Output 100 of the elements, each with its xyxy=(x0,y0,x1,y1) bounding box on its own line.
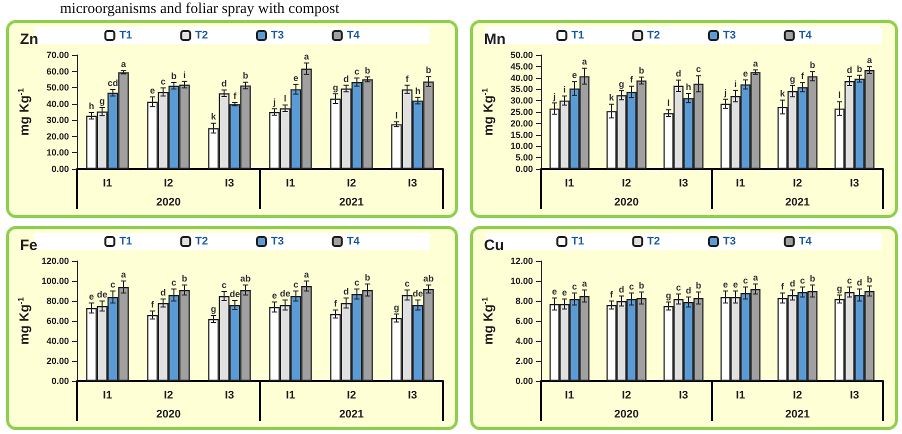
y-tick-label: 20.00 xyxy=(510,118,533,128)
data-label: c xyxy=(222,280,227,290)
y-axis-title: mg Kg-1 xyxy=(16,296,32,345)
x-tick-label: I2 xyxy=(346,390,356,402)
y-tick-label: 100.00 xyxy=(41,276,69,286)
data-label: j xyxy=(272,97,276,108)
x-tick-label: I3 xyxy=(224,390,234,402)
data-label: de xyxy=(412,288,424,298)
data-label: a xyxy=(121,59,128,70)
data-label: a xyxy=(752,272,759,282)
legend-label: T1 xyxy=(571,30,584,42)
x-tick-label: I1 xyxy=(736,178,746,190)
y-tick-label: 12.00 xyxy=(510,256,533,266)
y-tick-label: 35.00 xyxy=(510,84,533,94)
y-tick-label: 6.00 xyxy=(515,316,533,326)
chart-subtitle: microorganisms and foliar spray with compost xyxy=(60,0,340,18)
data-label: b xyxy=(426,65,432,76)
data-label: i xyxy=(563,84,566,95)
data-label: f xyxy=(150,300,155,310)
data-label: a xyxy=(304,51,310,62)
data-label: e xyxy=(88,292,94,302)
text: 2020 xyxy=(614,408,639,420)
data-label: k xyxy=(210,112,217,122)
y-tick-label: 2.00 xyxy=(515,356,533,366)
y-tick-label: 45.00 xyxy=(510,61,533,72)
y-tick-label: 20.00 xyxy=(46,356,69,366)
y-tick-label: 60.00 xyxy=(46,66,69,76)
y-tick-label: 30.00 xyxy=(510,96,533,106)
data-label: b xyxy=(810,60,816,70)
data-label: a xyxy=(866,55,873,66)
data-label: f xyxy=(630,74,634,85)
y-tick-label: 15.00 xyxy=(510,130,533,140)
x-tick-label: I1 xyxy=(102,390,112,402)
legend-label: T2 xyxy=(647,236,660,248)
y-tick-label: 10.00 xyxy=(510,276,533,286)
y-tick-label: 0.00 xyxy=(51,164,69,174)
data-label: g xyxy=(790,74,796,84)
data-label: g xyxy=(332,82,338,92)
y-tick-label: 8.00 xyxy=(515,296,533,306)
data-label: f xyxy=(781,282,786,292)
legend-label: T1 xyxy=(119,30,132,42)
y-tick-label: 120.00 xyxy=(41,256,69,266)
x-tick-label: I1 xyxy=(102,178,112,190)
data-label: a xyxy=(304,270,310,280)
y-tick-label: 20.00 xyxy=(46,131,69,142)
data-label: e xyxy=(733,280,738,290)
y-axis-title: mg Kg-1 xyxy=(480,88,496,136)
x-tick-label: I3 xyxy=(850,178,860,190)
data-label: l xyxy=(284,93,286,104)
text: 2020 xyxy=(156,196,181,208)
y-tick-label: 0.00 xyxy=(51,376,69,386)
x-tick-label: I3 xyxy=(678,178,688,190)
data-label: c xyxy=(110,280,116,290)
data-label: k xyxy=(609,92,616,103)
data-label: b xyxy=(242,70,249,81)
y-tick-label: 70.00 xyxy=(46,50,69,60)
text: 2021 xyxy=(785,408,810,420)
data-label: c xyxy=(404,278,410,288)
y-tick-label: 30.00 xyxy=(46,115,69,126)
chart-title: Cu xyxy=(484,237,504,254)
data-label: b xyxy=(364,65,371,76)
x-tick-label: I2 xyxy=(792,178,802,190)
data-label: g xyxy=(836,284,842,294)
y-tick-label: 4.00 xyxy=(515,336,533,346)
chart-title: Fe xyxy=(20,237,38,254)
x-tick-label: I3 xyxy=(850,390,860,402)
data-label: c xyxy=(847,276,852,286)
data-label: e xyxy=(272,290,277,300)
data-label: c xyxy=(696,64,701,74)
data-label: e xyxy=(552,286,558,296)
data-label: a xyxy=(752,58,759,68)
data-label: f xyxy=(406,74,410,84)
data-label: b xyxy=(810,274,816,284)
data-label: b xyxy=(856,64,863,74)
data-label: d xyxy=(856,278,862,288)
y-tick-label: 0.00 xyxy=(515,376,533,386)
x-tick-label: I2 xyxy=(164,390,174,402)
x-tick-label: I1 xyxy=(286,178,296,190)
data-label: c xyxy=(800,276,805,286)
legend-label: T2 xyxy=(647,30,660,42)
data-label: a xyxy=(582,56,588,67)
x-tick-label: I2 xyxy=(622,390,632,402)
legend-label: T1 xyxy=(119,236,132,248)
data-label: a xyxy=(582,278,588,288)
y-tick-label: 10.00 xyxy=(46,148,69,158)
data-label: ab xyxy=(423,274,434,284)
data-label: b xyxy=(866,274,873,284)
data-label: de xyxy=(96,290,108,300)
legend-label: T4 xyxy=(346,30,361,42)
data-label: g xyxy=(618,79,624,90)
x-tick-label: I2 xyxy=(792,390,802,402)
data-label: c xyxy=(354,66,360,76)
legend-label: T2 xyxy=(195,30,208,42)
x-tick-label: I1 xyxy=(286,390,296,402)
x-tick-label: I3 xyxy=(678,390,688,402)
data-label: b xyxy=(171,71,178,82)
data-label: e xyxy=(723,280,728,290)
y-tick-label: 50.00 xyxy=(510,50,533,60)
y-tick-label: 0.00 xyxy=(515,164,533,174)
text: 2021 xyxy=(785,196,810,208)
